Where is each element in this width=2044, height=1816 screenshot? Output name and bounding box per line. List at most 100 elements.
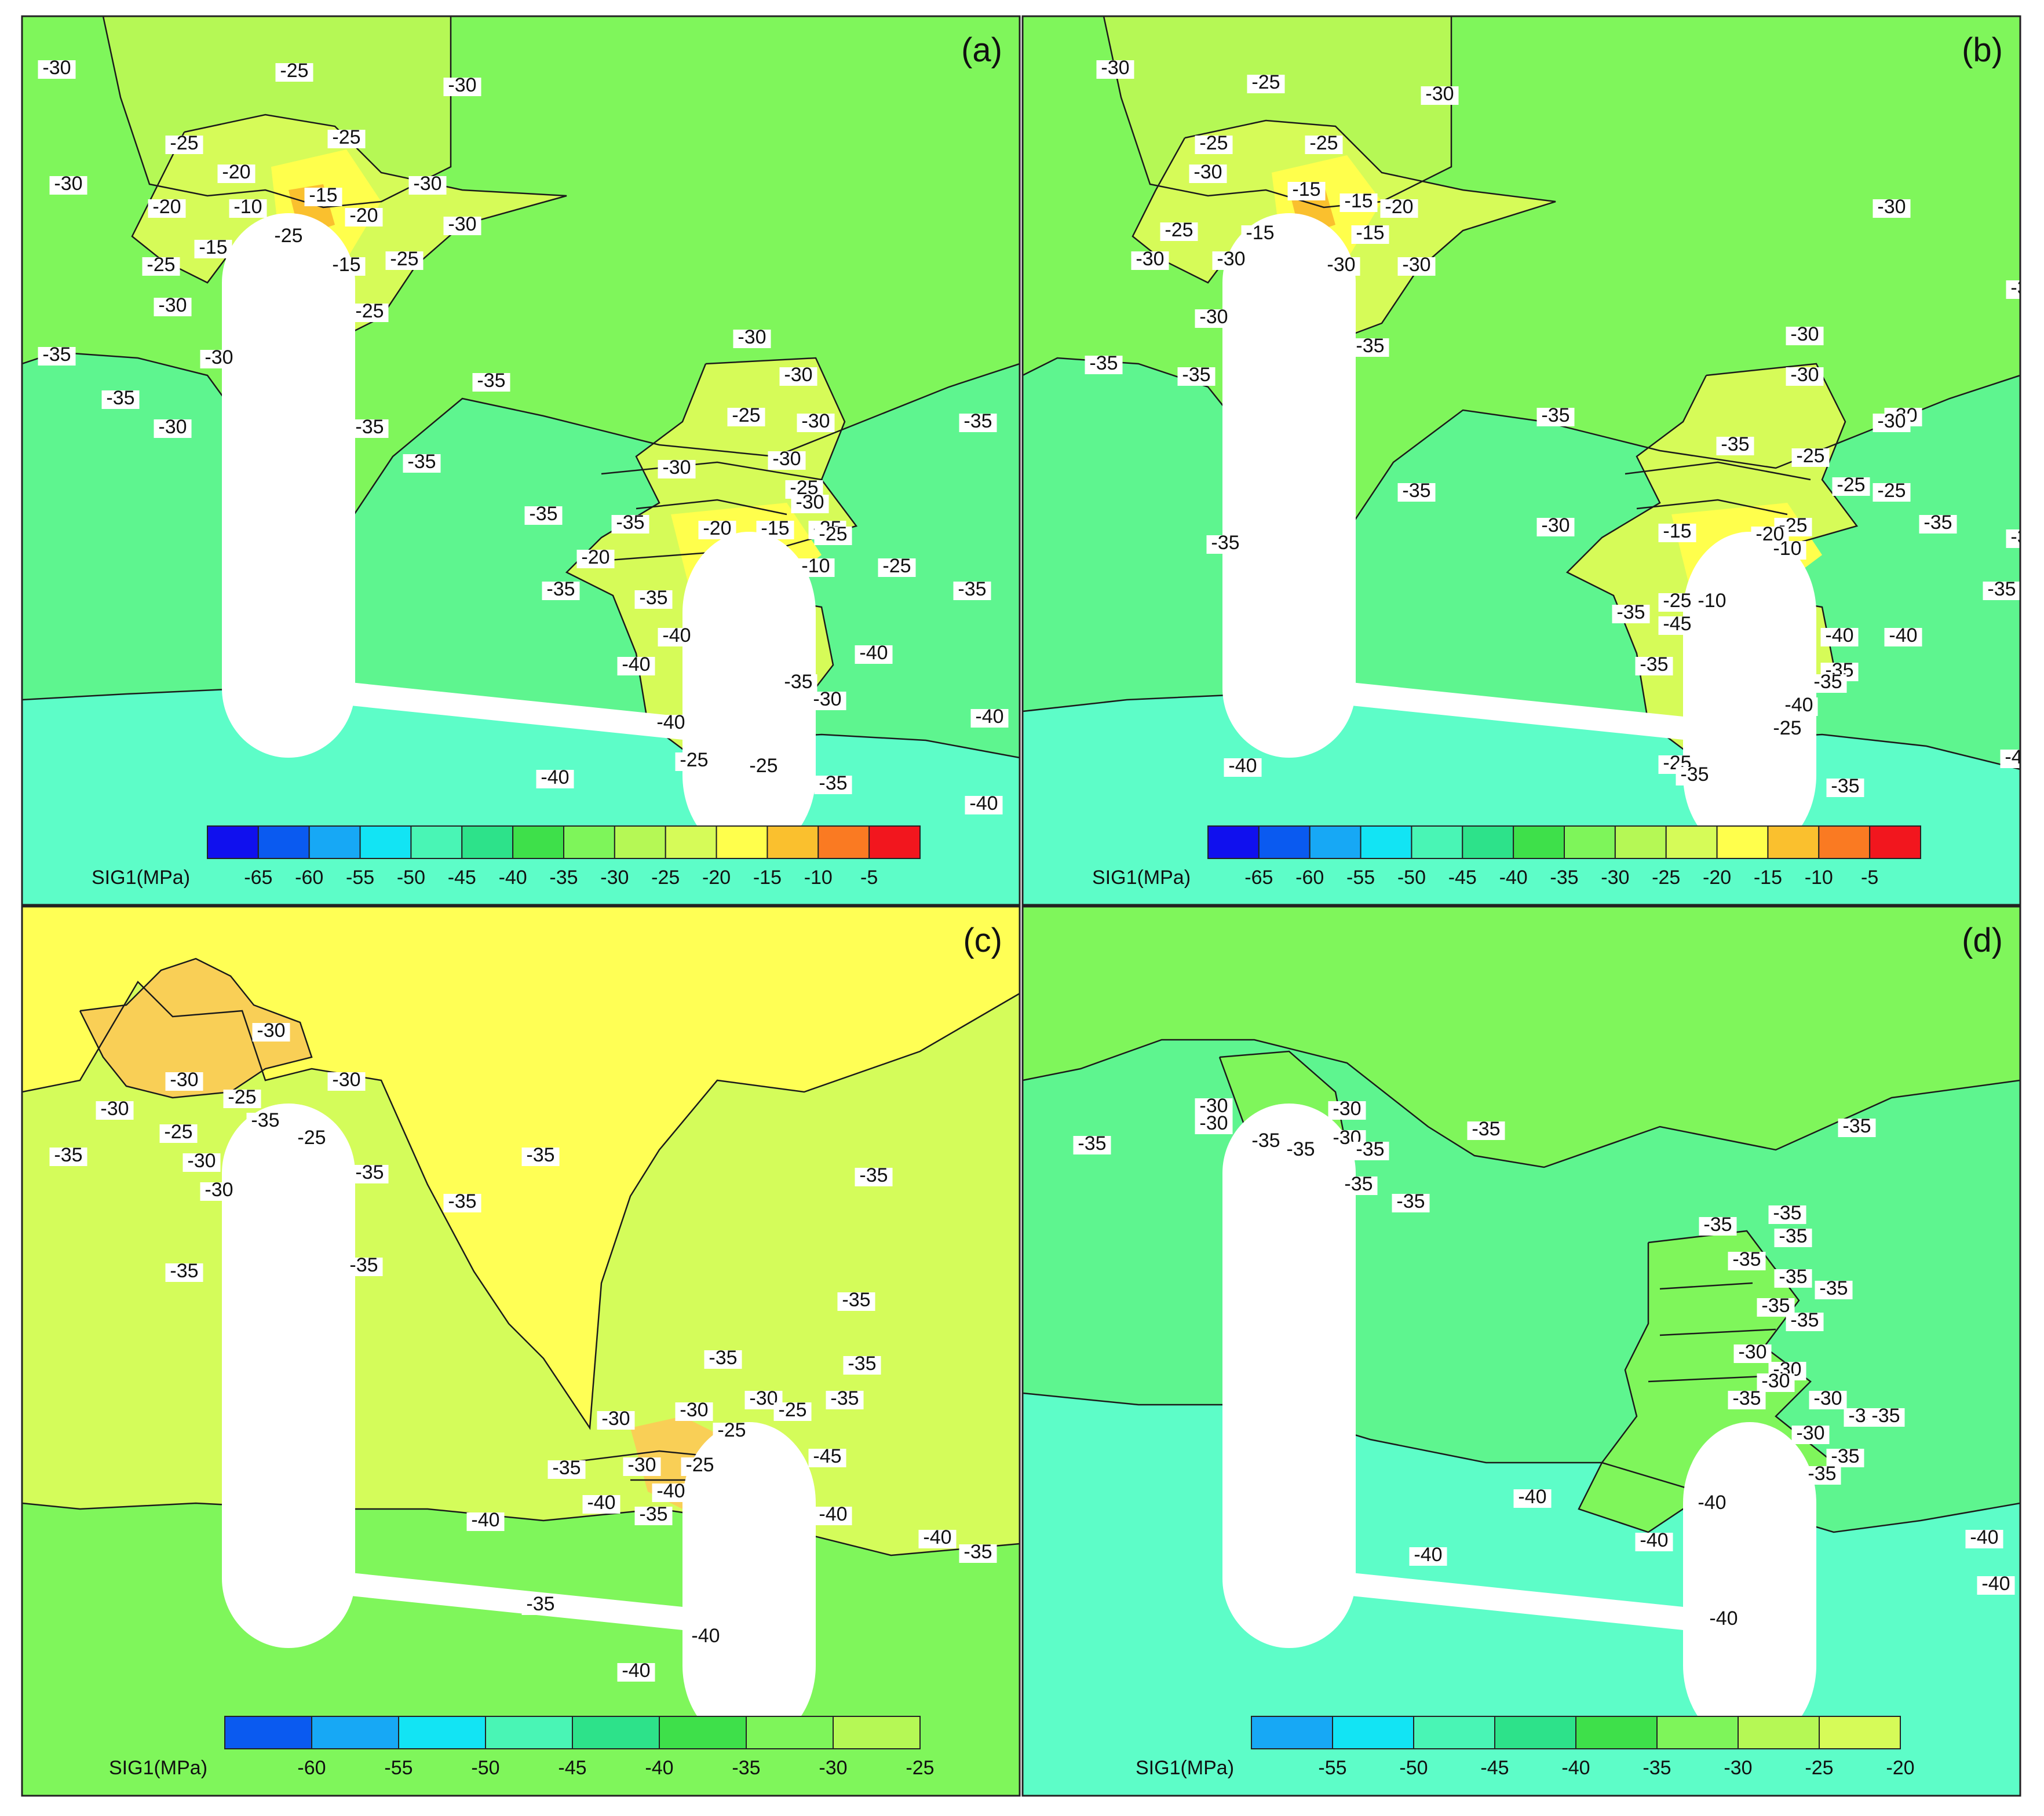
svg-text:-15: -15 xyxy=(1292,178,1320,200)
contour-label: -25 xyxy=(142,254,180,276)
contour-label: -40 xyxy=(1704,1607,1743,1629)
colorbar-cell xyxy=(746,1716,834,1749)
svg-text:-35: -35 xyxy=(170,1260,198,1282)
svg-text:-30: -30 xyxy=(662,456,691,478)
contour-label: -30 xyxy=(797,410,835,432)
large-cavern xyxy=(1222,1104,1356,1648)
colorbar-tick: -10 xyxy=(804,867,833,889)
panel-border xyxy=(21,905,1021,1797)
svg-text:-35: -35 xyxy=(54,1144,82,1166)
contour-label: -10 xyxy=(1693,590,1731,612)
svg-text:-25: -25 xyxy=(1837,474,1865,496)
svg-text:-35: -35 xyxy=(1819,1277,1848,1299)
svg-text:-25: -25 xyxy=(685,1454,714,1476)
svg-text:-35: -35 xyxy=(1808,1463,1836,1485)
contour-label: -30 xyxy=(200,346,238,368)
svg-text:-35: -35 xyxy=(477,370,505,392)
contour-label: -10 xyxy=(229,196,267,218)
contour-label: -30 xyxy=(1536,514,1575,536)
svg-text:-10: -10 xyxy=(1773,538,1801,560)
svg-text:-20: -20 xyxy=(152,196,181,218)
colorbar-cell xyxy=(1258,825,1311,859)
contour-line xyxy=(1636,499,1788,516)
svg-text:-35: -35 xyxy=(1541,404,1570,426)
svg-text:-30: -30 xyxy=(772,448,801,470)
small-cavern xyxy=(682,1422,816,1746)
svg-text:-25: -25 xyxy=(332,126,360,148)
svg-text:-35: -35 xyxy=(1813,671,1842,693)
svg-text:-25: -25 xyxy=(749,755,778,777)
colorbar-tick: -55 xyxy=(384,1757,413,1779)
colorbar-cell xyxy=(833,1716,921,1749)
contour-label: -25 xyxy=(1768,717,1806,739)
contour-label: -35 xyxy=(472,370,510,392)
contour-label: -40 xyxy=(1513,1486,1552,1508)
contour-label: -35 xyxy=(521,1144,560,1166)
svg-text:-35: -35 xyxy=(963,1541,992,1563)
contour-label: -30 xyxy=(1757,1370,1795,1392)
colorbar-cell xyxy=(398,1716,486,1749)
svg-text:-40: -40 xyxy=(1228,755,1257,777)
svg-text:-35: -35 xyxy=(616,511,644,534)
contour-label: -35 xyxy=(1728,1387,1766,1409)
contour-label: -35 xyxy=(826,1387,864,1409)
contour-label: -35 xyxy=(443,1190,481,1212)
small-cavern xyxy=(1683,1422,1816,1746)
colorbar: SIG1(MPa) -60 -55 -50 -45 -40 -35 -30 -25 xyxy=(109,1716,935,1779)
contour-label: -25 xyxy=(744,755,783,777)
contour-label: -30 xyxy=(49,173,87,195)
svg-text:-20: -20 xyxy=(222,161,250,183)
svg-text:-30: -30 xyxy=(1193,161,1222,183)
svg-text:-40: -40 xyxy=(656,711,685,733)
contour-label: -30 xyxy=(1421,83,1459,105)
svg-text:-35: -35 xyxy=(355,1161,384,1183)
contour-label: -35 xyxy=(1206,532,1244,554)
svg-text:-25: -25 xyxy=(882,555,911,577)
svg-text:-35: -35 xyxy=(639,587,667,609)
svg-text:-30: -30 xyxy=(187,1150,216,1172)
contour-label: -30 xyxy=(327,1069,366,1091)
contour-label: -20 xyxy=(698,517,736,539)
colorbar-cell xyxy=(1614,825,1667,859)
colorbar-tick: -50 xyxy=(397,867,425,889)
svg-text:-30: -30 xyxy=(749,1387,778,1409)
svg-text:-35: -35 xyxy=(42,344,71,366)
contour-label: -35 xyxy=(1392,1190,1430,1212)
svg-text:-35: -35 xyxy=(1251,1130,1280,1152)
contour-label: -35 xyxy=(1716,433,1754,455)
contour-line xyxy=(1023,1392,2020,1533)
colorbar-cell xyxy=(659,1716,747,1749)
contour-label: -35 xyxy=(542,578,580,600)
contour-label: -35 xyxy=(49,1144,87,1166)
contour-label: -40 xyxy=(658,624,696,646)
colorbar-title: SIG1(MPa) xyxy=(92,867,190,889)
small-cavern xyxy=(682,532,816,856)
svg-text:-35: -35 xyxy=(349,1254,378,1276)
contour-label: -25 xyxy=(727,404,765,426)
svg-text:-30: -30 xyxy=(42,57,71,79)
contour-line xyxy=(79,958,313,1099)
panel-a: -30 -25-30-25 -25-20-15-30 -30-20 -10 -20 -30-… xyxy=(21,15,1021,906)
contour-label: -30 xyxy=(1189,161,1227,183)
connecting-tunnel xyxy=(1295,1567,1689,1631)
contour-label: -35 xyxy=(1838,1115,1876,1137)
colorbar-cell xyxy=(359,825,412,859)
contour-label: -35 xyxy=(1612,601,1650,623)
contour-label: -35 xyxy=(634,1503,673,1525)
colorbar-cell xyxy=(1575,1716,1658,1749)
contour-label: -40 xyxy=(1884,624,1922,646)
contour-label: -30 xyxy=(1195,1095,1233,1117)
contour-label: -35 xyxy=(959,410,997,432)
svg-text:-25: -25 xyxy=(717,1419,746,1441)
contour-label: -35 xyxy=(524,503,563,525)
svg-text:-25: -25 xyxy=(1251,71,1280,93)
contour-label: -40 xyxy=(970,706,1009,728)
svg-text:-40: -40 xyxy=(859,642,888,664)
svg-text:-30: -30 xyxy=(1217,248,1245,270)
contour-label: -25 xyxy=(1658,590,1696,612)
stress-band xyxy=(1023,907,2020,1167)
colorbar-tick: -45 xyxy=(1480,1757,1509,1779)
contour-label: -30 xyxy=(1131,248,1169,270)
contour-label: -25 xyxy=(1195,132,1233,154)
contour-label: -30 xyxy=(733,326,771,348)
